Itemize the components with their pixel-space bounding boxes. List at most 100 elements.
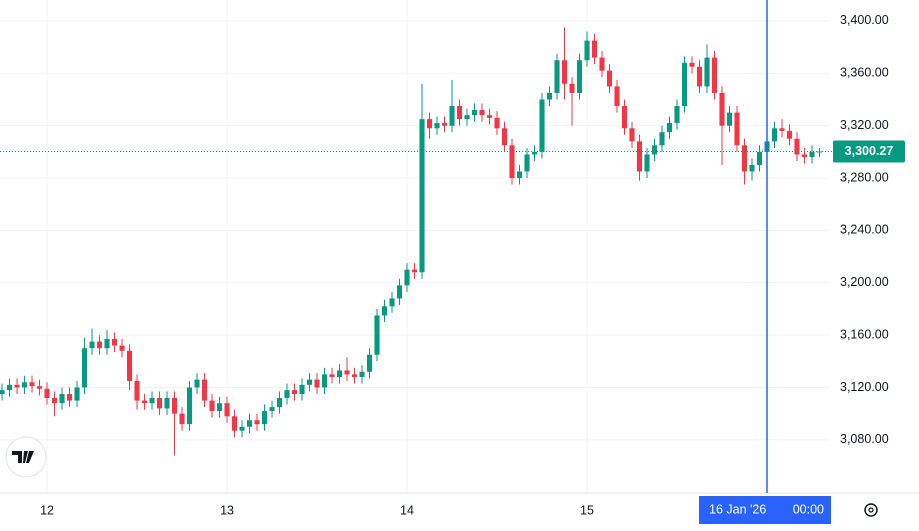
crosshair-date: 16 Jan '26 <box>709 502 766 516</box>
candle-body <box>186 387 193 425</box>
candle <box>794 132 800 162</box>
candle-body <box>486 115 493 118</box>
candle-body <box>681 62 688 107</box>
y-tick-label: 3,080.00 <box>840 432 889 446</box>
settings-button[interactable] <box>864 503 878 517</box>
candle <box>494 111 500 135</box>
candle <box>771 121 778 148</box>
candle-body <box>29 382 35 387</box>
candle <box>194 373 200 395</box>
candle <box>786 124 793 146</box>
candle <box>726 106 733 133</box>
candle-body <box>14 384 20 388</box>
candle-body <box>501 128 508 146</box>
settings-icon[interactable] <box>864 503 878 517</box>
candle-body <box>194 379 200 388</box>
candle-body <box>786 130 793 139</box>
candle <box>599 51 605 78</box>
candle-body <box>126 350 133 381</box>
candle <box>314 373 320 395</box>
candle <box>719 86 725 165</box>
candle <box>584 31 590 67</box>
crosshair-box <box>699 496 832 524</box>
candle-body <box>59 394 65 404</box>
candle <box>704 44 710 93</box>
candle <box>779 119 785 138</box>
candle-body <box>801 154 808 158</box>
candle-body <box>306 379 313 385</box>
candle-body <box>141 400 148 404</box>
candle-body <box>21 382 28 388</box>
candle <box>516 164 523 185</box>
candle-body <box>621 106 628 129</box>
candle-body <box>471 109 478 116</box>
candle <box>51 391 58 417</box>
candle-body <box>674 106 680 124</box>
candle <box>216 396 223 418</box>
candle <box>651 138 658 162</box>
candle-body <box>569 83 575 93</box>
x-tick-label: 15 <box>580 503 594 517</box>
candle-body <box>434 123 440 129</box>
candle <box>239 420 245 438</box>
candle <box>261 404 268 431</box>
y-tick-label: 3,280.00 <box>840 170 889 184</box>
candle-body <box>254 420 260 425</box>
candle-body <box>411 269 418 273</box>
candle-body <box>149 397 155 404</box>
candle <box>419 83 425 279</box>
candle <box>336 363 343 384</box>
candle <box>201 373 208 408</box>
candle <box>614 79 620 113</box>
candle-body <box>359 371 365 378</box>
candle <box>426 112 433 139</box>
candle-body <box>36 386 43 389</box>
candle-body <box>494 117 500 129</box>
candle <box>554 53 560 100</box>
candle <box>366 348 373 379</box>
candle <box>134 374 140 410</box>
candle-body <box>531 151 538 155</box>
candle-body <box>396 285 403 299</box>
candle <box>276 391 283 414</box>
candle-body <box>449 106 455 126</box>
candle <box>59 387 65 410</box>
logo-mark[interactable] <box>12 451 34 463</box>
candle-body <box>389 298 395 307</box>
settings-icon-core[interactable] <box>868 507 874 513</box>
candle <box>389 291 395 313</box>
candle <box>306 373 313 392</box>
x-tick-label: 14 <box>400 503 414 517</box>
candle-body <box>0 390 5 395</box>
candle <box>396 278 403 306</box>
candle-body <box>726 112 733 126</box>
candle-body <box>456 106 463 120</box>
candle <box>104 329 110 355</box>
crosshair-time: 00:00 <box>793 502 824 516</box>
candle <box>674 99 680 130</box>
candle <box>621 99 628 135</box>
candle-body <box>516 171 523 179</box>
candle-body <box>711 57 718 93</box>
candle-body <box>419 119 425 273</box>
candle <box>351 367 358 384</box>
candle <box>329 367 335 384</box>
candle <box>156 391 163 415</box>
candle <box>44 382 50 405</box>
candle <box>629 121 635 148</box>
candle <box>66 387 73 408</box>
candle <box>696 60 703 93</box>
candle <box>524 147 530 179</box>
candle-body <box>426 119 433 129</box>
candle-body <box>441 123 448 126</box>
candle <box>171 391 178 456</box>
candle-body <box>704 57 710 87</box>
y-tick-label: 3,200.00 <box>840 275 889 289</box>
candle-body <box>554 60 560 93</box>
candle-body <box>134 380 140 401</box>
logo[interactable] <box>5 436 47 478</box>
candle-body <box>591 40 598 58</box>
candle <box>471 103 478 122</box>
candle-body <box>291 390 298 395</box>
candle <box>749 158 755 181</box>
